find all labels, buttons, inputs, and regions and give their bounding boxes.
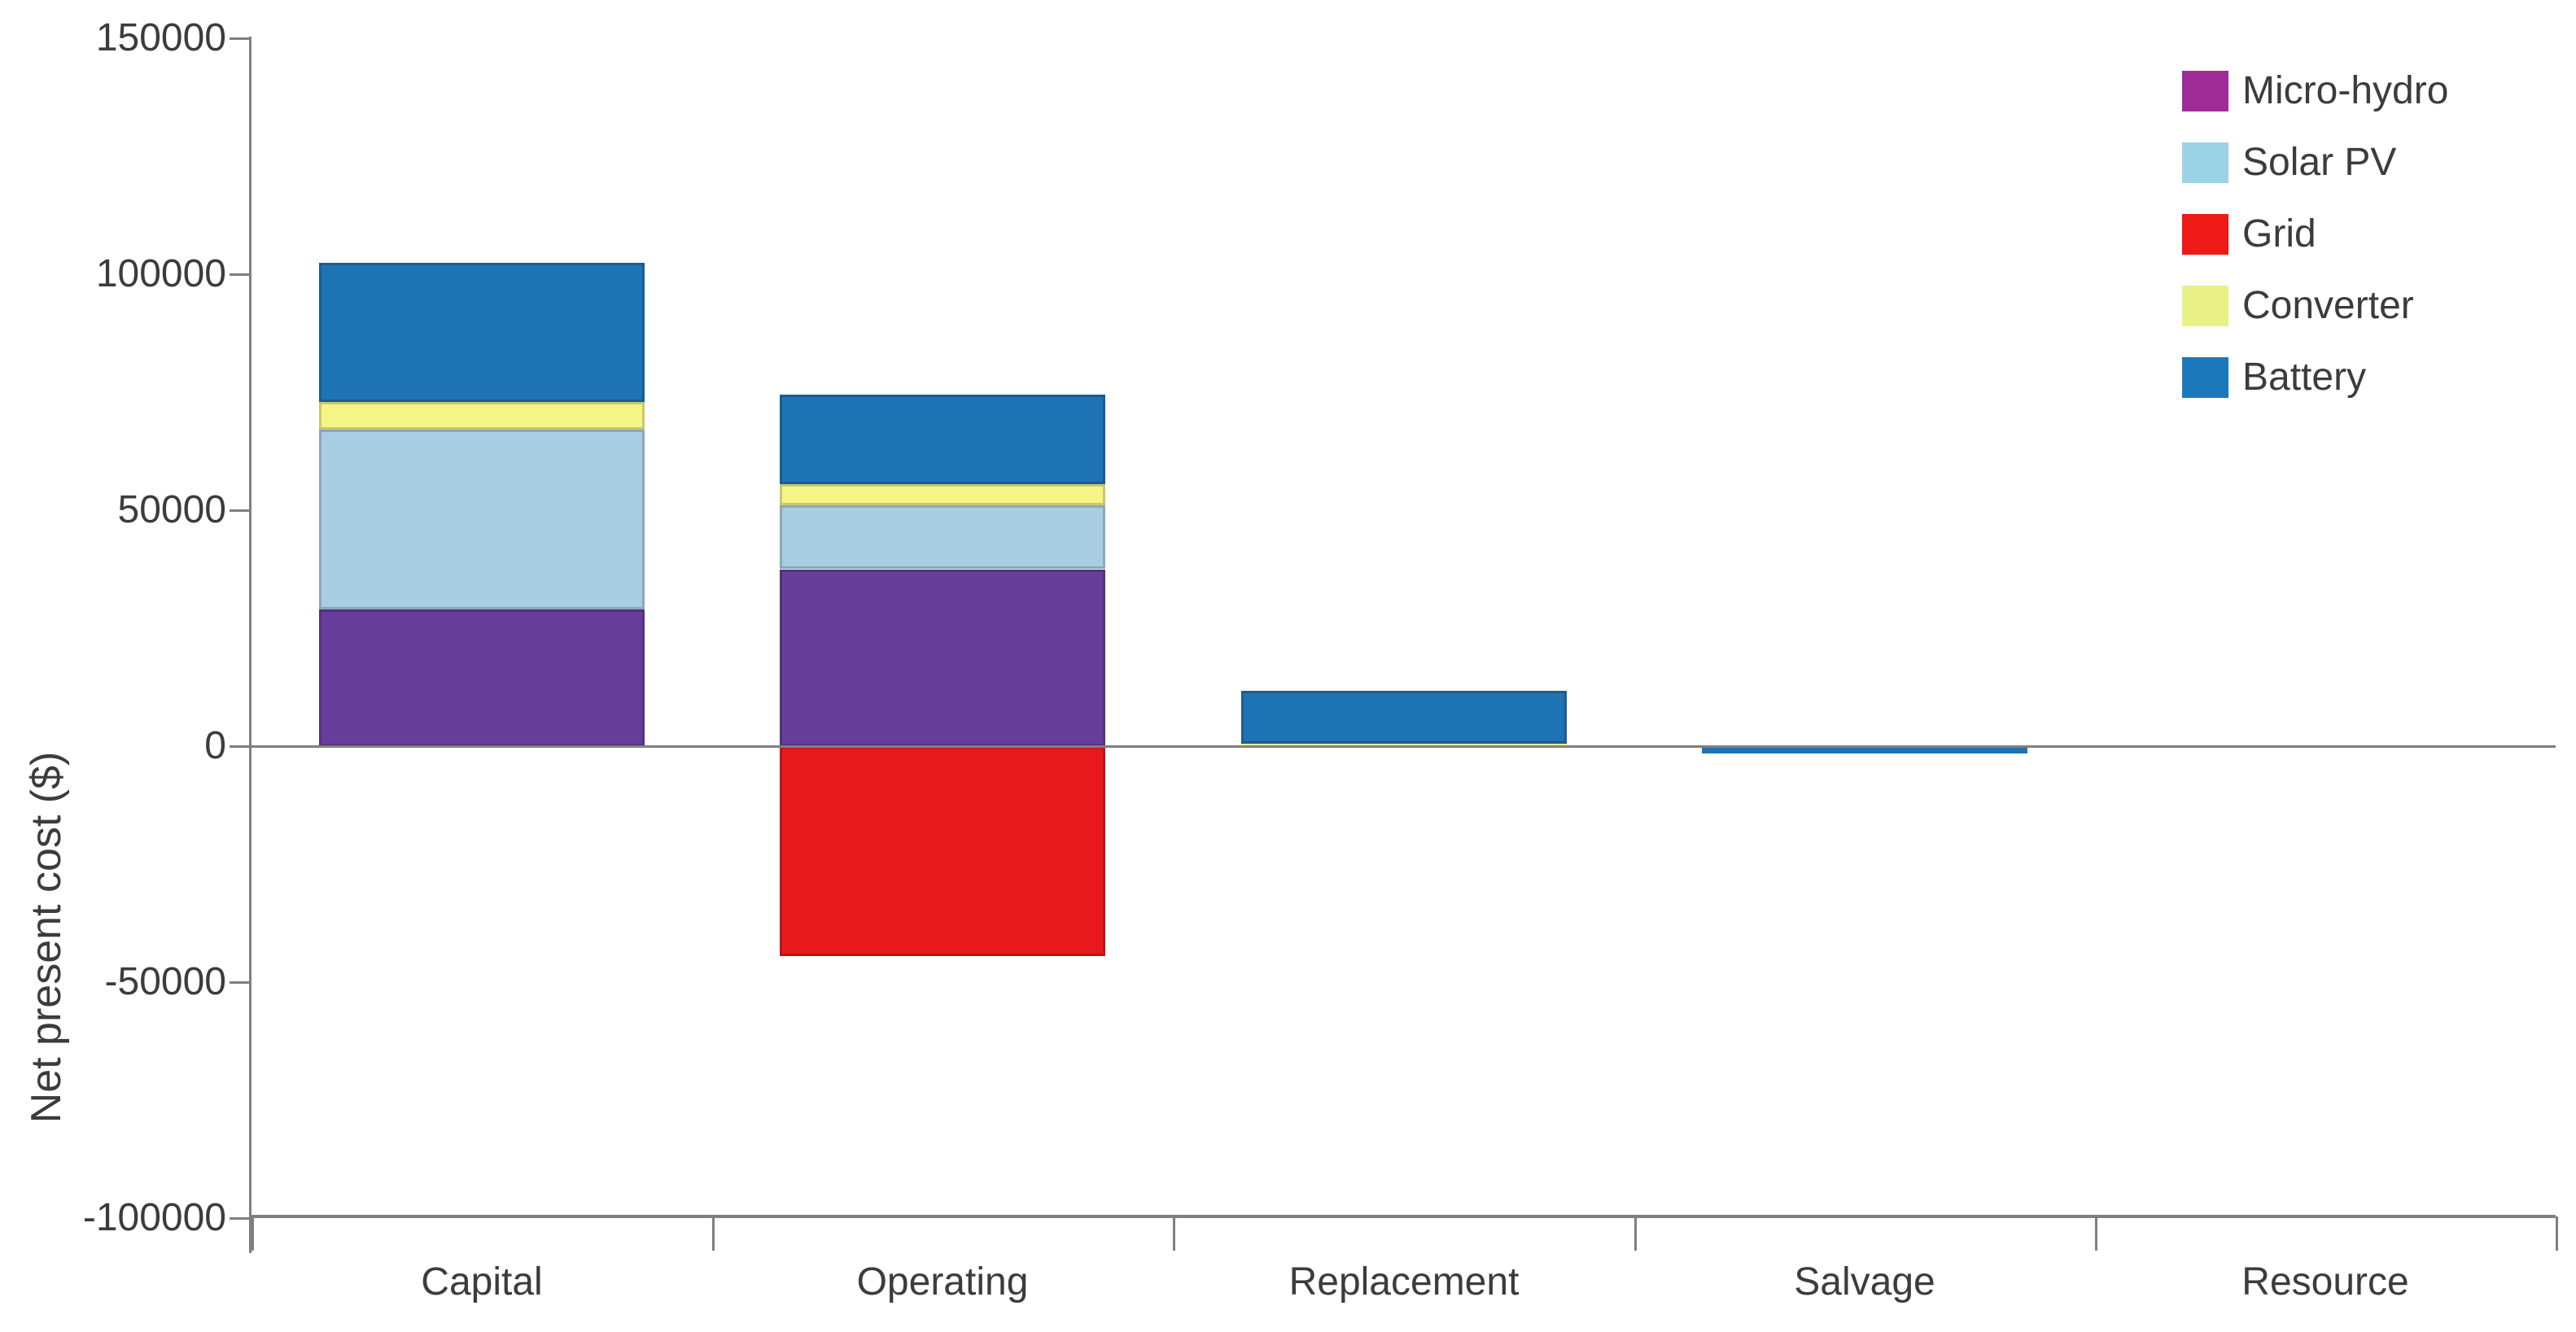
legend-label: Grid <box>2242 212 2316 255</box>
bar-segment-battery-capital <box>319 262 645 402</box>
bar-segment-battery-replacement <box>1241 691 1567 745</box>
y-axis-title: Net present cost ($) <box>23 751 70 1124</box>
legend-label: Converter <box>2242 284 2414 327</box>
legend-label: Battery <box>2242 356 2367 399</box>
y-tick-label: -100000 <box>82 1196 226 1239</box>
bar-segment-grid-operating <box>780 746 1105 957</box>
y-tick-label: 0 <box>204 724 226 767</box>
y-tick-mark <box>230 981 249 984</box>
category-label-capital: Capital <box>421 1260 543 1304</box>
bar-segment-converter-replacement <box>1241 744 1567 746</box>
category-boundary-tick <box>1634 1216 1637 1251</box>
legend-swatch-solar-pv <box>2182 142 2228 183</box>
category-boundary-tick <box>1173 1216 1175 1251</box>
y-tick-mark <box>230 745 249 748</box>
y-tick-label: 50000 <box>117 488 226 531</box>
y-tick-mark <box>230 1217 249 1220</box>
y-tick-label: -50000 <box>104 960 226 1003</box>
bar-segment-battery-salvage <box>1702 746 2027 753</box>
legend-swatch-battery <box>2182 357 2228 398</box>
bar-segment-micro-hydro-capital <box>319 609 645 746</box>
y-axis-line <box>249 37 251 1253</box>
bar-segment-converter-operating <box>780 484 1105 506</box>
zero-line <box>249 745 2556 748</box>
bar-segment-micro-hydro-operating <box>780 569 1105 746</box>
legend-row-solar-pv: Solar PV <box>2182 141 2524 185</box>
legend-row-grid: Grid <box>2182 212 2524 256</box>
legend-row-converter: Converter <box>2182 284 2524 328</box>
category-boundary-tick <box>2556 1216 2558 1251</box>
legend-label: Micro-hydro <box>2242 69 2449 112</box>
bar-segment-battery-operating <box>780 394 1105 485</box>
bar-segment-solar-pv-capital <box>319 430 645 609</box>
bar-segment-solar-pv-operating <box>780 505 1105 570</box>
legend-row-battery: Battery <box>2182 356 2524 400</box>
category-label-operating: Operating <box>856 1260 1029 1304</box>
category-label-salvage: Salvage <box>1794 1260 1935 1304</box>
y-tick-label: 100000 <box>95 252 226 295</box>
legend-row-micro-hydro: Micro-hydro <box>2182 69 2524 113</box>
y-tick-mark <box>230 37 249 40</box>
category-label-resource: Resource <box>2241 1260 2409 1304</box>
category-boundary-tick <box>2095 1216 2097 1251</box>
legend-swatch-converter <box>2182 286 2228 326</box>
legend-swatch-grid <box>2182 214 2228 255</box>
y-tick-mark <box>230 273 249 276</box>
y-tick-label: 150000 <box>95 16 226 59</box>
category-label-replacement: Replacement <box>1288 1260 1520 1304</box>
category-boundary-tick <box>712 1216 715 1251</box>
legend-swatch-micro-hydro <box>2182 71 2228 111</box>
category-boundary-tick <box>251 1216 254 1251</box>
x-axis-line <box>249 1215 2556 1218</box>
y-tick-mark <box>230 509 249 512</box>
bar-segment-converter-capital <box>319 401 645 430</box>
legend-label: Solar PV <box>2242 141 2397 184</box>
